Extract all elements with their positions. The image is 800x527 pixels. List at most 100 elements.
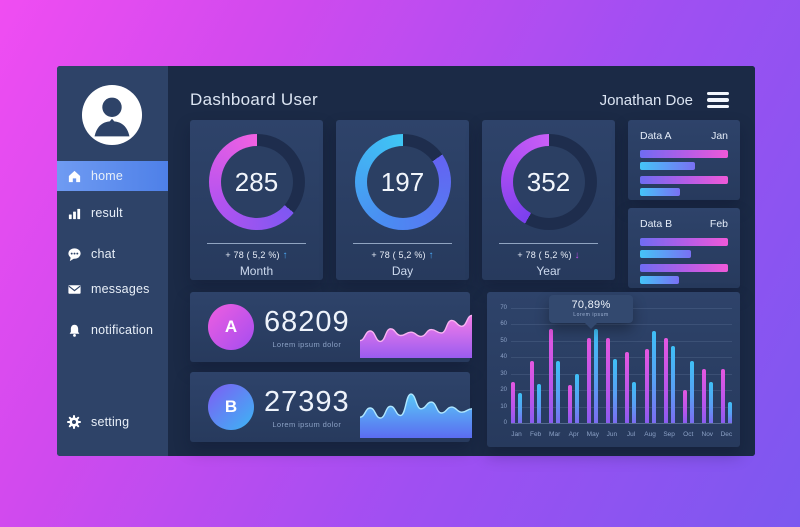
bar-data-a-oct[interactable] [682, 390, 687, 423]
bar-group-nov: Nov [701, 308, 713, 438]
bar-group-sep: Sep [663, 308, 675, 438]
bar-data-b-oct[interactable] [689, 360, 694, 423]
gridline [511, 340, 732, 342]
divider [353, 243, 452, 244]
badge-b: B [208, 384, 254, 430]
envelope-icon [57, 282, 91, 297]
data-a-title: Data A [640, 130, 672, 142]
bar-data-b-aug[interactable] [651, 331, 656, 423]
bar-data-a-aug[interactable] [644, 349, 649, 423]
gauge-value: 285 [234, 166, 279, 197]
bar-data-b-dec[interactable] [727, 401, 732, 423]
hbar-secondary [640, 188, 681, 196]
bar-data-a-dec[interactable] [720, 368, 725, 423]
divider [207, 243, 306, 244]
bar-data-b-apr[interactable] [575, 373, 580, 423]
sidebar-item-label: chat [91, 247, 116, 261]
gauge-value: 197 [380, 166, 425, 197]
gridline [511, 373, 732, 375]
gauge-label: Day [391, 264, 414, 278]
gauge-card-day: 197 + 78 ( 5,2 %) ↑ Day [336, 120, 469, 280]
bar-group-may: May [587, 308, 599, 438]
bar-data-b-may[interactable] [594, 329, 599, 423]
y-tick-label: 60 [500, 321, 507, 328]
bar-data-a-apr[interactable] [568, 385, 573, 423]
donut-chart-day: 197 [354, 134, 451, 230]
y-tick-label: 30 [500, 370, 507, 377]
x-tick-label: May [586, 431, 599, 438]
stat-caption-b: Lorem ipsum dolor [272, 419, 342, 429]
bar-chart-y-axis: 70 60 50 40 30 20 10 0 [491, 305, 509, 426]
home-icon [57, 169, 91, 184]
data-b-bars [640, 238, 728, 284]
hbar-primary [640, 238, 728, 246]
stat-value-b: 27393 [264, 385, 350, 418]
tooltip-value: 70,89% [571, 299, 611, 311]
bar-data-b-sep[interactable] [670, 345, 675, 423]
bar-data-a-sep[interactable] [663, 337, 668, 423]
bar-data-b-jun[interactable] [613, 358, 618, 423]
area-chart-a [359, 314, 472, 358]
header: Dashboard User Jonathan Doe [190, 82, 729, 118]
hbar-group [640, 150, 728, 170]
bar-chart-groups: Jan Feb Mar Apr May Jun Jul Aug Sep Oct Nov Dec [511, 308, 732, 438]
sidebar-item-label: home [91, 169, 124, 183]
y-tick-label: 40 [500, 354, 507, 361]
trend-up-icon: ↑ [282, 250, 288, 261]
x-tick-label: Dec [720, 431, 733, 438]
bar-data-a-mar[interactable] [549, 329, 554, 423]
y-tick-label: 70 [500, 305, 507, 311]
sidebar-item-notification[interactable]: notification [57, 316, 168, 344]
x-tick-label: Apr [568, 431, 579, 438]
bar-data-b-feb[interactable] [537, 383, 542, 423]
gauge-delta: + 78 ( 5,2 %) ↑ [225, 250, 288, 261]
bar-data-a-feb[interactable] [530, 360, 535, 423]
bar-group-oct: Oct [682, 308, 694, 438]
bar-data-b-nov[interactable] [708, 381, 713, 423]
bar-data-a-may[interactable] [587, 337, 592, 423]
bar-group-feb: Feb [530, 308, 542, 438]
avatar[interactable] [81, 84, 143, 146]
sidebar-item-label: messages [91, 282, 150, 296]
hbar-group [640, 238, 728, 258]
sidebar-item-messages[interactable]: messages [57, 275, 168, 303]
bar-data-b-jan[interactable] [518, 393, 522, 423]
gridline [511, 357, 732, 359]
donut-chart-year: 352 [500, 134, 597, 230]
trend-up-icon: ↑ [428, 250, 434, 261]
trend-down-icon: ↓ [574, 250, 580, 261]
gauge-delta: + 78 ( 5,2 %) ↓ [517, 250, 580, 261]
y-tick-label: 0 [503, 420, 507, 426]
data-a-card: Data A Jan [628, 120, 740, 200]
bar-data-a-nov[interactable] [701, 368, 706, 423]
bar-data-a-jul[interactable] [625, 352, 630, 423]
bar-data-a-jan[interactable] [511, 381, 515, 423]
hbar-group [640, 264, 728, 284]
sidebar-item-chat[interactable]: chat [57, 240, 168, 268]
x-tick-label: Mar [549, 431, 561, 438]
bar-group-apr: Apr [568, 308, 580, 438]
sidebar-item-setting[interactable]: setting [57, 408, 168, 436]
x-tick-label: Oct [683, 431, 694, 438]
hbar-secondary [640, 250, 692, 258]
bar-data-b-jul[interactable] [632, 381, 637, 423]
main-content: Dashboard User Jonathan Doe 285 + 78 ( 5… [168, 66, 755, 456]
monthly-bar-chart-card: 70 60 50 40 30 20 10 0 Jan Feb Mar Apr May Jun Jul Aug… [487, 292, 740, 447]
sidebar-item-result[interactable]: result [57, 199, 168, 227]
bar-data-b-mar[interactable] [556, 360, 561, 423]
bar-data-a-jun[interactable] [606, 337, 611, 423]
data-b-card: Data B Feb [628, 208, 740, 288]
hamburger-menu-icon[interactable] [707, 92, 729, 108]
bar-group-jul: Jul [625, 308, 637, 438]
sidebar-item-home[interactable]: home [57, 161, 168, 191]
bar-chart-icon [57, 206, 91, 221]
stat-row-a: A 68209 Lorem ipsum dolor [190, 292, 472, 362]
sidebar: home result chat messages [57, 66, 168, 456]
area-chart-b [359, 393, 472, 438]
stat-value-a: 68209 [264, 305, 350, 338]
user-name: Jonathan Doe [599, 91, 693, 109]
user-silhouette-icon [81, 84, 143, 146]
gauge-card-year: 352 + 78 ( 5,2 %) ↓ Year [482, 120, 615, 280]
sidebar-item-label: result [91, 206, 123, 220]
